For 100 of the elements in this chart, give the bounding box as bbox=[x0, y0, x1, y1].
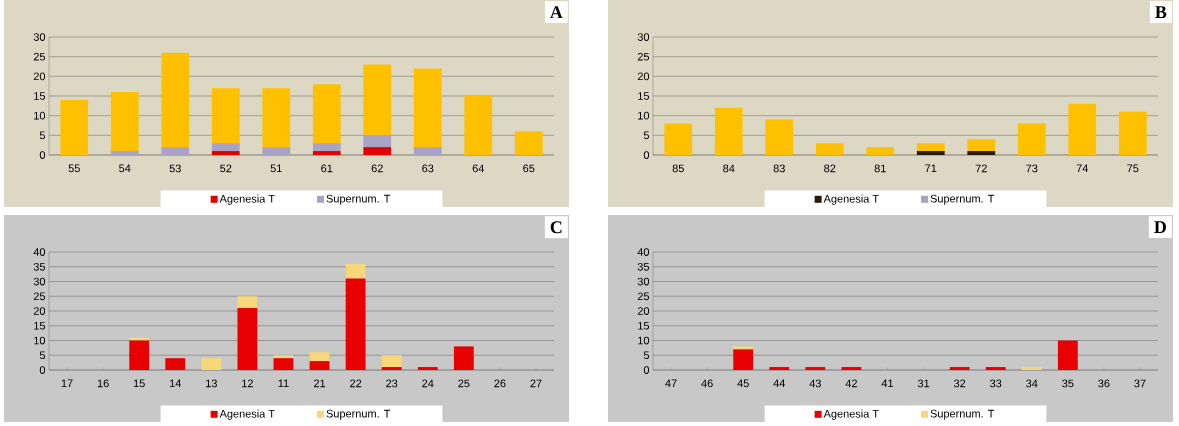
x-tick-label: 51 bbox=[270, 164, 282, 173]
y-tick-label: 25 bbox=[33, 52, 46, 61]
bar bbox=[345, 263, 366, 279]
legend-label: Agenesia T bbox=[219, 194, 275, 205]
y-tick-label: 5 bbox=[643, 351, 650, 360]
bar bbox=[967, 139, 996, 152]
x-tick-label: 41 bbox=[881, 379, 894, 388]
y-tick-label: 0 bbox=[39, 151, 46, 159]
y-tick-label: 25 bbox=[637, 292, 650, 301]
x-tick-label: 84 bbox=[723, 164, 735, 173]
x-tick-label: 62 bbox=[371, 164, 383, 173]
bar bbox=[262, 88, 291, 148]
bar bbox=[309, 352, 330, 362]
x-tick-label: 64 bbox=[472, 164, 485, 173]
bar bbox=[413, 147, 442, 155]
bar bbox=[514, 131, 543, 155]
x-tick-label: 74 bbox=[1076, 164, 1089, 173]
bar bbox=[110, 92, 139, 152]
x-tick-label: 16 bbox=[97, 379, 109, 388]
x-tick-label: 34 bbox=[1026, 379, 1038, 388]
bar bbox=[262, 147, 291, 155]
x-tick-label: 21 bbox=[314, 379, 326, 388]
bar bbox=[1118, 111, 1147, 155]
y-tick-label: 10 bbox=[638, 336, 650, 345]
x-tick-label: 42 bbox=[845, 379, 857, 388]
y-tick-label: 35 bbox=[637, 262, 650, 271]
legend-label: Agenesia T bbox=[219, 409, 275, 420]
bar bbox=[309, 361, 330, 370]
x-tick-label: 23 bbox=[386, 379, 398, 388]
y-tick-label: 10 bbox=[638, 111, 650, 120]
chart-title: B bbox=[1155, 6, 1167, 19]
bar bbox=[363, 64, 392, 136]
y-tick-label: 20 bbox=[637, 72, 650, 81]
bar bbox=[1057, 340, 1078, 370]
bar bbox=[805, 367, 826, 370]
y-tick-label: 35 bbox=[33, 262, 46, 271]
bar bbox=[733, 349, 754, 370]
bar bbox=[866, 147, 895, 155]
y-tick-label: 30 bbox=[33, 33, 46, 41]
bar bbox=[211, 88, 240, 144]
y-tick-label: 20 bbox=[637, 307, 650, 315]
y-tick-label: 30 bbox=[637, 277, 650, 286]
bar bbox=[110, 151, 139, 155]
legend-label: Supernum. T bbox=[930, 409, 995, 420]
x-tick-label: 43 bbox=[809, 379, 821, 388]
bar bbox=[363, 147, 392, 155]
bar bbox=[129, 340, 150, 370]
bar bbox=[237, 296, 258, 309]
bar bbox=[417, 367, 438, 370]
bar bbox=[413, 68, 442, 148]
bar bbox=[916, 151, 945, 155]
bar bbox=[1068, 103, 1097, 155]
bar bbox=[769, 367, 790, 370]
x-tick-label: 31 bbox=[917, 379, 930, 388]
x-tick-label: 25 bbox=[458, 379, 470, 388]
x-tick-label: 33 bbox=[990, 379, 1002, 388]
y-tick-label: 40 bbox=[33, 248, 46, 256]
bar bbox=[165, 358, 186, 370]
bar bbox=[841, 367, 862, 370]
y-tick-label: 10 bbox=[34, 336, 46, 345]
bar bbox=[815, 143, 844, 155]
bar bbox=[312, 151, 341, 155]
x-tick-label: 15 bbox=[133, 379, 145, 388]
x-tick-label: 83 bbox=[773, 164, 785, 173]
x-tick-label: 13 bbox=[206, 379, 217, 388]
bar bbox=[211, 143, 240, 152]
bar bbox=[345, 278, 366, 370]
bar bbox=[161, 52, 190, 148]
y-tick-label: 5 bbox=[39, 351, 46, 360]
x-tick-label: 11 bbox=[278, 379, 289, 388]
x-tick-label: 61 bbox=[321, 164, 333, 173]
y-tick-label: 15 bbox=[638, 92, 650, 100]
y-tick-label: 30 bbox=[637, 33, 650, 41]
y-tick-label: 0 bbox=[643, 151, 650, 159]
y-tick-label: 5 bbox=[643, 131, 650, 140]
x-tick-label: 45 bbox=[737, 379, 749, 388]
legend-label: Supernum. T bbox=[326, 409, 391, 420]
legend-label: Supernum. T bbox=[326, 194, 391, 205]
x-tick-label: 46 bbox=[701, 379, 713, 388]
legend-label: Agenesia T bbox=[823, 194, 879, 205]
x-tick-label: 54 bbox=[119, 164, 131, 173]
x-tick-label: 82 bbox=[824, 164, 836, 173]
y-tick-label: 40 bbox=[637, 248, 650, 256]
bar bbox=[985, 367, 1006, 370]
y-tick-label: 15 bbox=[34, 92, 46, 100]
x-tick-label: 85 bbox=[672, 164, 684, 173]
chart-title: A bbox=[550, 6, 563, 19]
x-tick-label: 47 bbox=[665, 379, 677, 388]
bar bbox=[949, 367, 970, 370]
bar bbox=[312, 84, 341, 144]
bar bbox=[201, 358, 222, 370]
bar bbox=[273, 358, 294, 370]
bar bbox=[381, 355, 402, 368]
bar bbox=[1021, 367, 1042, 370]
x-tick-label: 24 bbox=[422, 379, 434, 388]
x-tick-label: 26 bbox=[494, 379, 506, 388]
bar bbox=[161, 147, 190, 155]
bar bbox=[363, 135, 392, 148]
y-tick-label: 25 bbox=[33, 292, 46, 301]
y-tick-label: 15 bbox=[638, 321, 650, 330]
